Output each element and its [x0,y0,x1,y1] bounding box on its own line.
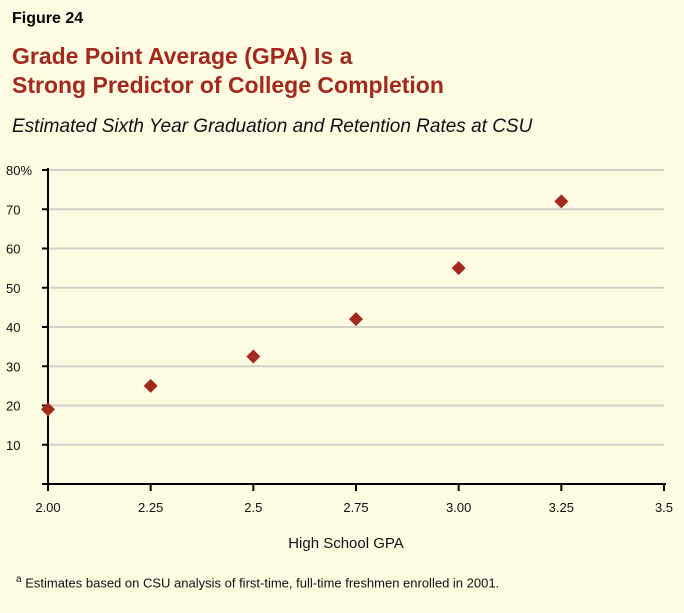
y-tick-label: 60 [6,242,20,257]
chart-title: Grade Point Average (GPA) Is a Strong Pr… [12,42,444,100]
data-point [246,349,261,364]
y-tick-label: 80% [6,163,32,178]
data-point [451,261,466,276]
footnote: a Estimates based on CSU analysis of fir… [16,574,499,590]
footnote-marker: a [16,574,22,585]
data-point [554,194,569,209]
x-tick-label: 2.75 [343,500,368,515]
x-tick-label: 2.5 [244,500,262,515]
x-tick-label: 2.00 [35,500,60,515]
x-tick-label: 3.00 [446,500,471,515]
footnote-text: Estimates based on CSU analysis of first… [25,575,500,591]
title-line-1: Grade Point Average (GPA) Is a [12,43,353,69]
y-tick-label: 70 [6,202,20,217]
figure-label: Figure 24 [12,10,84,27]
x-tick-label: 2.25 [138,500,163,515]
data-point [41,402,55,417]
x-axis-label: High School GPA [288,535,404,552]
x-tick-label: 3.25 [549,500,574,515]
y-tick-label: 40 [6,320,20,335]
chart-subtitle: Estimated Sixth Year Graduation and Rete… [12,116,533,137]
y-tick-label: 30 [6,359,20,374]
y-tick-label: 50 [6,281,20,296]
title-line-2: Strong Predictor of College Completion [12,72,444,98]
y-tick-label: 10 [6,438,20,453]
y-tick-label: 20 [6,399,20,414]
data-point [143,378,158,393]
data-point [349,312,363,327]
x-tick-label: 3.5 [655,500,673,515]
